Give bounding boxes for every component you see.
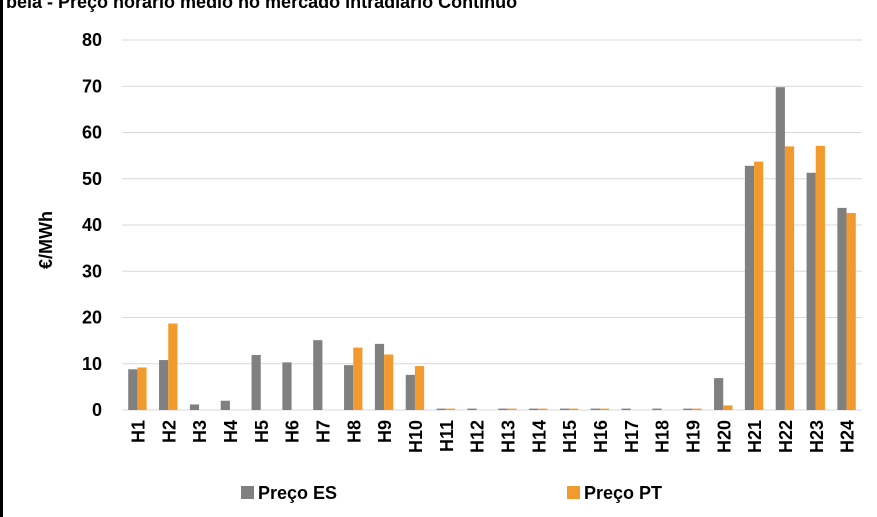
- x-tick-label: H11: [437, 420, 457, 452]
- bar-preco-pt-h2: [168, 323, 178, 410]
- x-tick-label: H14: [529, 420, 549, 453]
- x-tick-label: H10: [406, 420, 426, 453]
- y-tick-label: 50: [82, 169, 102, 189]
- x-tick-label: H18: [653, 420, 673, 453]
- bar-preco-es-h10: [405, 374, 415, 410]
- bar-preco-es-h11: [436, 408, 446, 410]
- y-tick-label: 80: [82, 30, 102, 50]
- bar-preco-pt-h9: [384, 354, 394, 410]
- legend-swatch-preco-es: [241, 486, 254, 499]
- bar-preco-es-h20: [714, 378, 724, 410]
- bar-preco-pt-h20: [723, 405, 733, 411]
- bar-preco-es-h15: [559, 408, 570, 410]
- x-tick-labels: H1 H2 H3 H4 H5 H6 H7 H8 H9 H10 H11 H12 H13 H14 H15 H16 H…: [128, 420, 857, 453]
- x-tick-label: H7: [313, 420, 333, 443]
- x-tick-label: H15: [560, 420, 580, 453]
- bar-preco-es-h13: [498, 408, 508, 410]
- bar-preco-es-h12: [467, 408, 477, 410]
- x-tick-label: H20: [714, 420, 734, 453]
- x-tick-label: H6: [283, 420, 303, 443]
- y-tick-label: 60: [82, 123, 102, 143]
- bar-preco-es-h19: [683, 408, 693, 410]
- bar-preco-es-h5: [251, 354, 261, 410]
- left-border: [0, 0, 3, 517]
- bar-preco-pt-h1: [137, 367, 147, 410]
- x-tick-label: H3: [190, 420, 210, 443]
- bar-preco-es-h2: [159, 360, 169, 410]
- y-tick-label: 70: [82, 76, 102, 96]
- bar-preco-es-h24: [837, 207, 847, 410]
- bar-preco-pt-h22: [784, 146, 795, 411]
- bar-preco-pt-h10: [414, 366, 425, 410]
- bar-preco-pt-h11: [445, 408, 455, 410]
- bar-preco-pt-h24: [846, 212, 856, 410]
- bars: [128, 87, 856, 411]
- bar-preco-pt-h15: [569, 408, 579, 410]
- x-tick-label: H9: [375, 420, 395, 443]
- legend-label-preco-pt: Preço PT: [584, 483, 662, 503]
- x-tick-label: H5: [252, 420, 272, 443]
- bar-preco-es-h18: [652, 408, 662, 410]
- legend-label-preco-es: Preço ES: [258, 483, 337, 503]
- gridlines: [122, 39, 862, 411]
- y-axis-label: €/MWh: [36, 211, 56, 269]
- legend-swatch-preco-pt: [567, 486, 580, 499]
- bar-preco-es-h23: [806, 172, 816, 410]
- x-tick-label: H17: [622, 420, 642, 453]
- bar-preco-pt-h8: [353, 347, 363, 410]
- chart-title: bela - Preço horário médio no mercado in…: [6, 0, 518, 12]
- y-tick-label: 20: [82, 308, 102, 328]
- bar-preco-es-h16: [590, 408, 600, 410]
- x-tick-label: H19: [683, 420, 703, 453]
- bar-preco-es-h4: [220, 400, 230, 410]
- bar-preco-pt-h13: [507, 408, 517, 410]
- bar-preco-es-h6: [282, 362, 292, 410]
- bar-preco-es-h22: [775, 87, 785, 411]
- bar-preco-es-h1: [128, 369, 138, 410]
- bar-preco-es-h17: [621, 408, 631, 410]
- x-tick-label: H23: [807, 420, 827, 453]
- x-tick-label: H8: [344, 420, 364, 443]
- x-tick-label: H22: [776, 420, 796, 453]
- bar-preco-pt-h14: [538, 408, 548, 410]
- bar-preco-es-h3: [189, 404, 200, 410]
- x-tick-label: H1: [128, 420, 148, 443]
- x-tick-label: H24: [838, 420, 858, 453]
- x-tick-label: H2: [159, 420, 179, 443]
- bar-preco-es-h9: [374, 343, 385, 410]
- bar-preco-es-h7: [313, 340, 323, 410]
- y-tick-labels: 0 10 20 30 40 50 60 70 80: [82, 30, 102, 420]
- x-tick-label: H13: [498, 420, 518, 453]
- bar-preco-pt-h23: [815, 145, 825, 410]
- y-tick-label: 40: [82, 215, 102, 235]
- y-tick-label: 10: [82, 354, 102, 374]
- bar-preco-pt-h16: [599, 408, 610, 410]
- x-tick-label: H4: [221, 420, 241, 443]
- x-tick-label: H21: [745, 420, 765, 453]
- legend: Preço ES Preço PT: [241, 483, 662, 503]
- bar-preco-es-h14: [529, 408, 539, 410]
- x-tick-label: H12: [468, 420, 488, 453]
- y-tick-label: 0: [92, 400, 102, 420]
- bar-preco-es-h8: [344, 365, 354, 410]
- bar-preco-pt-h21: [754, 161, 764, 410]
- y-tick-label: 30: [82, 261, 102, 281]
- bar-preco-es-h21: [744, 165, 755, 410]
- x-tick-label: H16: [591, 420, 611, 453]
- bar-preco-pt-h19: [692, 408, 702, 410]
